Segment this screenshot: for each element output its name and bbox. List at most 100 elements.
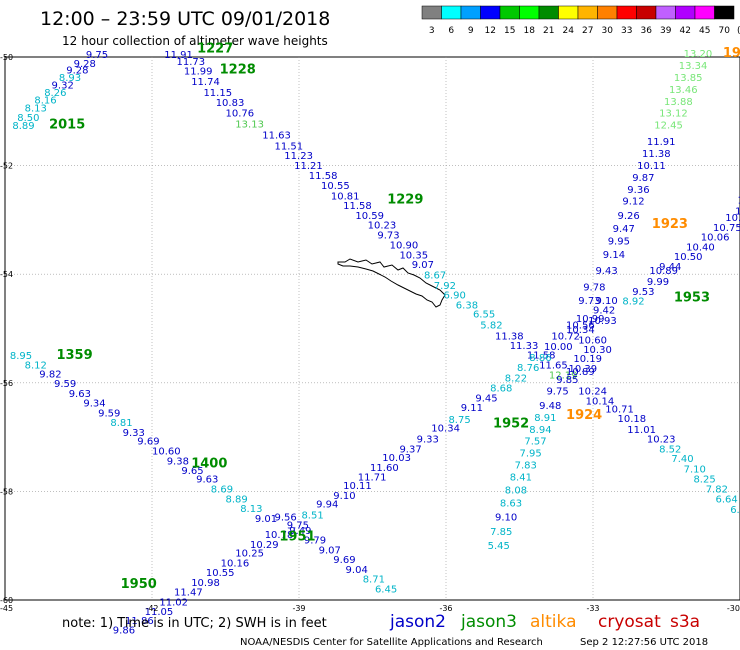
swh-value: 5.45 — [488, 541, 510, 552]
swh-value: 8.95 — [10, 351, 32, 362]
swh-value: 8.92 — [622, 297, 644, 308]
lon-label: -39 — [292, 604, 305, 613]
swh-value: 11.65 — [539, 361, 568, 372]
swh-value: 9.07 — [319, 545, 341, 556]
lat-label: -50 — [0, 53, 13, 62]
swh-value: 6.64 — [716, 494, 738, 505]
swh-value: 8.76 — [517, 363, 539, 374]
colorbar-label: 30 — [602, 26, 614, 36]
colorbar-label: 45 — [699, 26, 710, 36]
swh-value: 8.08 — [505, 486, 527, 497]
swh-value: 9.59 — [54, 379, 76, 390]
swh-value: 11.51 — [275, 141, 304, 152]
swh-value: 10.11 — [343, 481, 372, 492]
swh-value: 10.90 — [390, 241, 419, 252]
swh-value: 7.57 — [524, 437, 546, 448]
swh-value: 8.41 — [510, 473, 532, 484]
swh-value: 10.50 — [674, 252, 703, 263]
colorbar-swatch — [480, 5, 501, 20]
swh-value: 10.18 — [618, 414, 647, 425]
pass-time-labels: 1227122820151229192319219531359195219241… — [49, 42, 740, 592]
lat-label: -58 — [0, 487, 13, 496]
swh-value: 10.81 — [331, 191, 360, 202]
swh-value: 8.63 — [500, 499, 522, 510]
swh-value: 10. — [738, 196, 740, 207]
colorbar-swatch — [460, 5, 481, 20]
colorbar-label: 3 — [429, 26, 435, 36]
swh-value: 9.14 — [603, 250, 625, 261]
swh-value: 11.38 — [495, 331, 524, 342]
lon-label: -42 — [145, 604, 158, 613]
colorbar-swatch — [558, 5, 579, 20]
swh-value: 10.55 — [321, 181, 350, 192]
swh-value: 10.34 — [566, 325, 595, 336]
swh-value: 8.13 — [25, 103, 47, 114]
swh-value: 8.67 — [424, 271, 446, 282]
swh-value: 10.76 — [226, 109, 255, 120]
swh-value: 10.19 — [573, 354, 602, 365]
legend-altika: altika — [530, 612, 577, 632]
colorbar-swatch — [499, 5, 520, 20]
swh-value: 8.93 — [59, 73, 81, 84]
swh-value: 13.20 — [684, 49, 713, 60]
swh-value: 10.55 — [206, 568, 235, 579]
swh-value: 9.38 — [167, 456, 189, 467]
swh-value: 8.89 — [12, 121, 34, 132]
swh-value: 9.94 — [316, 500, 338, 511]
swh-value: 9.59 — [98, 408, 120, 419]
swh-value: 7.95 — [520, 449, 542, 460]
legend-s3a: s3a — [670, 612, 700, 632]
colorbar-swatch — [538, 5, 559, 20]
swh-value: 11.21 — [294, 161, 323, 172]
pass-time-label: 1952 — [493, 416, 529, 431]
swh-value: 8.51 — [301, 511, 323, 522]
swh-value: 8.69 — [211, 484, 233, 495]
swh-value: 9.56 — [275, 513, 297, 524]
colorbar-swatch — [577, 5, 598, 20]
colorbar-label: 36 — [641, 26, 653, 36]
pass-time-label: 1229 — [387, 193, 423, 208]
colorbar-swatch — [421, 5, 442, 20]
swh-value: 6.42 — [730, 505, 740, 516]
pass-time-label: 1950 — [121, 577, 157, 592]
swh-value: 11.73 — [177, 57, 206, 68]
satellite-legend: jason2 jason3 altika cryosat s3a — [389, 612, 700, 632]
swh-value: 9.37 — [399, 444, 421, 455]
swh-value: 8.86 — [529, 353, 551, 364]
swh-value: 10.0 — [735, 206, 740, 217]
swh-value: 8.75 — [448, 415, 470, 426]
swh-value: 9.10 — [495, 513, 517, 524]
swh-value: 11.91 — [647, 137, 676, 148]
swh-value: 9.48 — [539, 401, 561, 412]
swh-value: 9.43 — [595, 266, 617, 277]
swh-value: 6.90 — [444, 291, 466, 302]
swh-value: 9.75 — [287, 520, 309, 531]
swh-value: 9.12 — [622, 197, 644, 208]
pass-time-label: 192 — [723, 46, 740, 61]
swh-value: 10.35 — [399, 250, 428, 261]
colorbar-label: 42 — [680, 26, 691, 36]
swh-value: 7.92 — [434, 281, 456, 292]
colorbar-label: 70 — [719, 26, 731, 36]
swh-value: 10.03 — [382, 453, 411, 464]
swh-value: 9.42 — [593, 305, 615, 316]
lon-label: -45 — [0, 604, 13, 613]
swh-value: 13.46 — [669, 85, 698, 96]
swh-value: 13.13 — [235, 120, 264, 131]
swh-value: 11.60 — [370, 463, 399, 474]
swh-value: 7.40 — [671, 454, 693, 465]
swh-value: 10.29 — [250, 540, 279, 551]
colorbar-swatch — [519, 5, 540, 20]
pass-time-label: 1400 — [191, 457, 227, 472]
lon-label: -30 — [727, 604, 740, 613]
colorbar-label: 21 — [543, 26, 554, 36]
swh-value: 8.16 — [34, 96, 56, 107]
colorbar-swatch — [616, 5, 637, 20]
swh-value: 11.58 — [309, 171, 338, 182]
swh-value: 11.15 — [203, 88, 232, 99]
swh-value: 7.83 — [515, 461, 537, 472]
swh-value: 9.95 — [608, 236, 630, 247]
swh-value: 8.89 — [226, 494, 248, 505]
footer-credit: NOAA/NESDIS Center for Satellite Applica… — [240, 637, 543, 648]
swh-value: 8.91 — [534, 413, 556, 424]
